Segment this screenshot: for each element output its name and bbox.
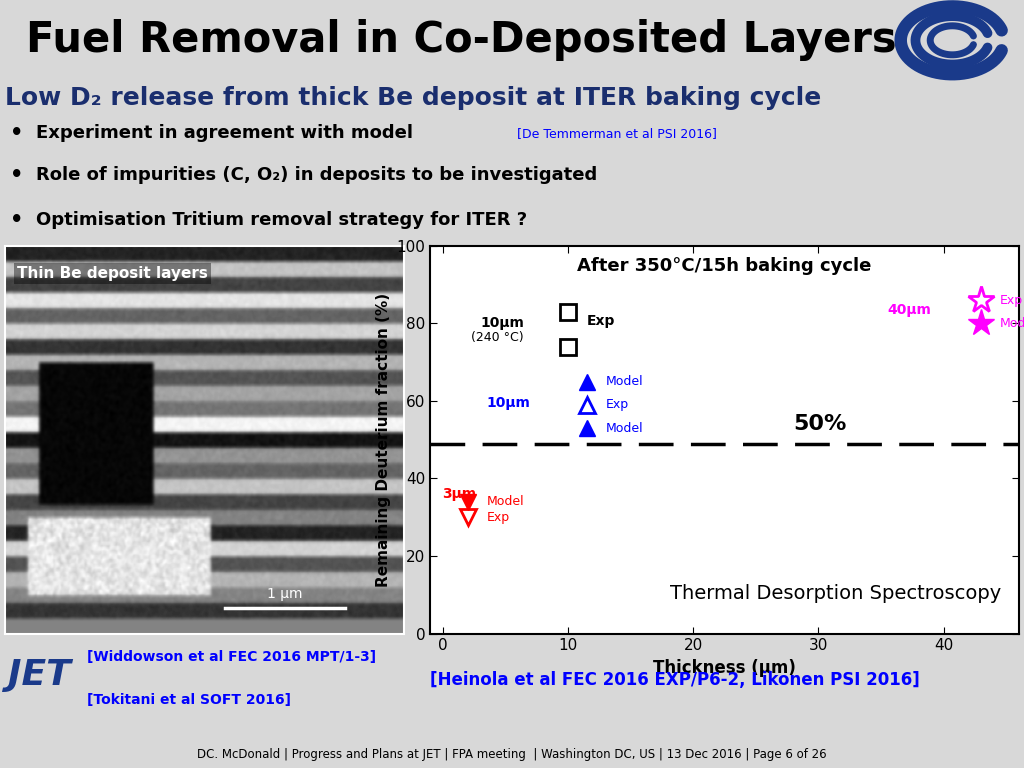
Text: Experiment in agreement with model: Experiment in agreement with model [36,124,413,142]
Text: 10μm: 10μm [480,316,524,329]
Text: 40μm: 40μm [888,303,931,316]
Text: Low D₂ release from thick Be deposit at ITER baking cycle: Low D₂ release from thick Be deposit at … [5,86,821,110]
Text: DC. McDonald | Progress and Plans at JET | FPA meeting  | Washington DC, US | 13: DC. McDonald | Progress and Plans at JET… [198,748,826,761]
Text: 10μm: 10μm [486,396,530,410]
Text: Thin Be deposit layers: Thin Be deposit layers [17,266,208,281]
Text: Model: Model [605,422,643,435]
Text: Fuel Removal in Co-Deposited Layers: Fuel Removal in Co-Deposited Layers [26,19,896,61]
Text: (240 °C): (240 °C) [471,331,524,344]
Text: Model: Model [1000,317,1024,329]
Text: Exp: Exp [605,399,629,412]
Text: Model: Model [486,495,524,508]
Text: Exp: Exp [1000,293,1023,306]
Text: •: • [10,210,24,230]
Text: [De Temmerman et al PSI 2016]: [De Temmerman et al PSI 2016] [517,127,717,140]
Text: Exp: Exp [486,511,510,524]
Text: [Tokitani et al SOFT 2016]: [Tokitani et al SOFT 2016] [87,693,291,707]
Text: JET: JET [8,657,71,692]
Text: [Widdowson et al FEC 2016 MPT/1-3]: [Widdowson et al FEC 2016 MPT/1-3] [87,650,376,664]
Text: Model: Model [605,375,643,388]
Text: •: • [10,165,24,185]
Text: 50%: 50% [794,414,847,434]
Text: After 350°C/15h baking cycle: After 350°C/15h baking cycle [578,257,871,276]
Y-axis label: Remaining Deuterium fraction (%): Remaining Deuterium fraction (%) [376,293,391,587]
Text: Optimisation Tritium removal strategy for ITER ?: Optimisation Tritium removal strategy fo… [36,211,527,229]
Text: Exp: Exp [587,314,615,329]
Text: [Heinola et al FEC 2016 EXP/P6-2, Likonen PSI 2016]: [Heinola et al FEC 2016 EXP/P6-2, Likone… [430,671,920,689]
Text: 1 μm: 1 μm [267,587,303,601]
Text: Role of impurities (C, O₂) in deposits to be investigated: Role of impurities (C, O₂) in deposits t… [36,166,597,184]
Text: •: • [10,124,24,144]
Text: Thermal Desorption Spectroscopy: Thermal Desorption Spectroscopy [670,584,1001,603]
X-axis label: Thickness (μm): Thickness (μm) [653,659,796,677]
Text: 3μm: 3μm [442,487,477,501]
